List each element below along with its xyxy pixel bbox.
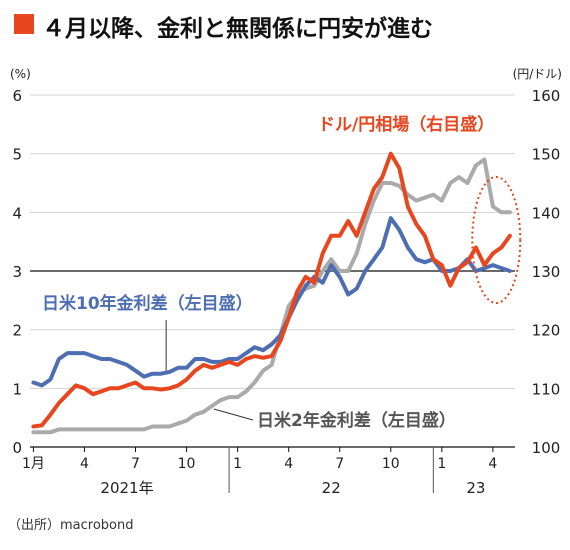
right-tick-label: 160 xyxy=(532,87,561,105)
x-tick-label: 1 xyxy=(233,456,242,472)
x-tick-label: 10 xyxy=(178,456,196,472)
title-marker xyxy=(14,14,34,34)
spread-2y-leader xyxy=(213,408,254,421)
gridlines xyxy=(30,94,515,389)
left-tick-label: 4 xyxy=(12,204,22,222)
right-tick-label: 130 xyxy=(532,263,561,281)
right-tick-label: 100 xyxy=(532,439,561,457)
chart-title-text: ４月以降、金利と無関係に円安が進む xyxy=(42,16,433,42)
spread-2y-line xyxy=(31,157,512,435)
right-tick-label: 150 xyxy=(532,146,561,164)
highlight-circle xyxy=(471,176,522,304)
left-tick-label: 0 xyxy=(12,439,22,457)
right-axis-unit: (円/ドル) xyxy=(513,67,562,81)
left-tick-label: 6 xyxy=(12,87,22,105)
right-tick-label: 110 xyxy=(532,380,561,398)
spread-10y-label: 日米10年金利差（左目盛） xyxy=(42,293,253,314)
spread-2y-label: 日米2年金利差（左目盛） xyxy=(257,410,456,431)
x-tick-label: 1 xyxy=(437,456,446,472)
x-tick-label: 1月 xyxy=(22,456,45,472)
right-tick-label: 140 xyxy=(532,204,561,222)
left-tick-label: 3 xyxy=(12,263,22,281)
x-tick-label: 7 xyxy=(335,456,344,472)
spread-10y-line xyxy=(31,216,512,388)
source-note: （出所）macrobond xyxy=(8,518,134,533)
left-tick-label: 1 xyxy=(12,380,22,398)
x-tick-label: 4 xyxy=(488,456,497,472)
x-tick-label: 4 xyxy=(284,456,293,472)
year-label: 23 xyxy=(466,479,485,497)
left-axis-unit: (%) xyxy=(10,67,31,81)
left-tick-label: 5 xyxy=(12,146,22,164)
chart-title: ４月以降、金利と無関係に円安が進む xyxy=(0,0,570,44)
x-tick-label: 4 xyxy=(80,456,89,472)
year-label: 22 xyxy=(322,479,341,497)
x-tick-label: 7 xyxy=(131,456,140,472)
right-tick-label: 120 xyxy=(532,322,561,340)
left-tick-label: 2 xyxy=(12,322,22,340)
usdjpy-label: ドル/円相場（右目盛） xyxy=(318,114,494,135)
usdjpy-line xyxy=(31,151,512,429)
x-tick-label: 10 xyxy=(382,456,400,472)
series-lines xyxy=(31,151,512,435)
annotations: ドル/円相場（右目盛） 日米10年金利差（左目盛） 日米2年金利差（左目盛） xyxy=(42,114,522,431)
year-label: 2021年 xyxy=(100,479,153,497)
